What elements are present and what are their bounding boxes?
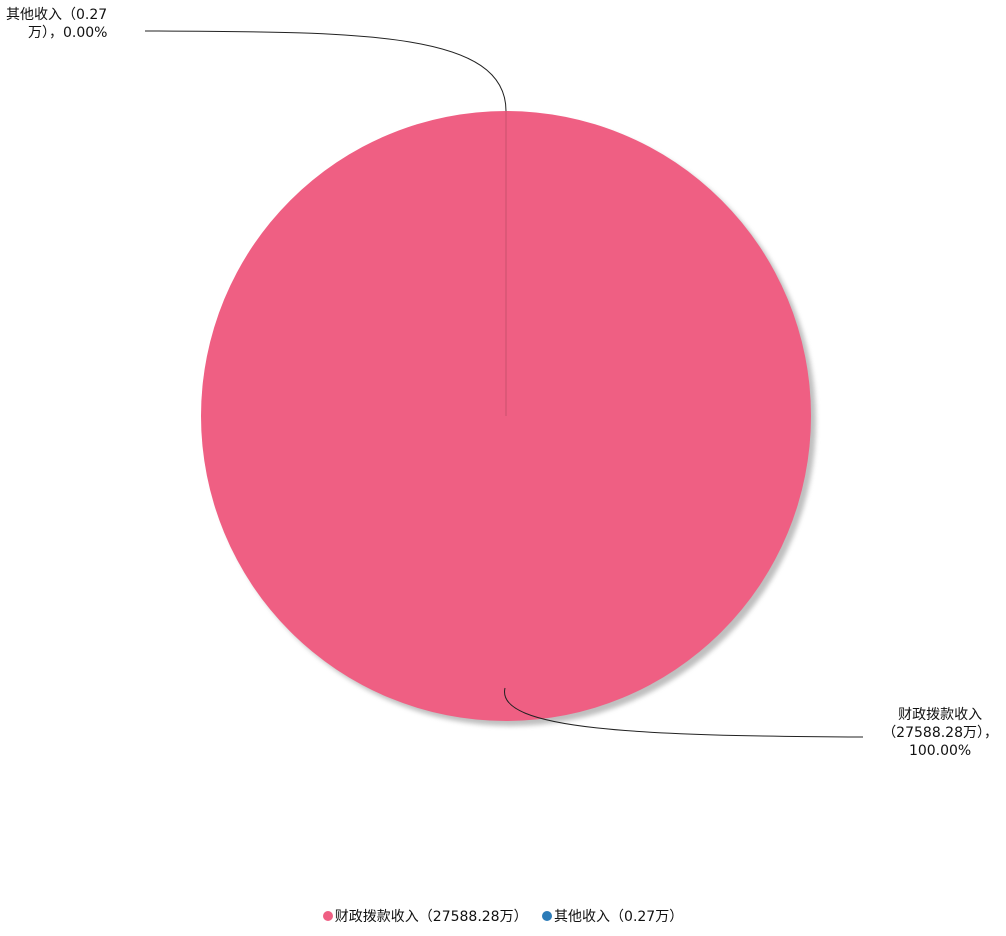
slice-label-other-income-line1: 其他收入（0.27 [6, 7, 107, 23]
legend-item-other-income[interactable]: 其他收入（0.27万） [542, 906, 683, 926]
slice-label-fiscal-line3: 100.00% [882, 742, 998, 760]
slice-label-fiscal-line1: 财政拨款收入 [882, 706, 998, 724]
leader-line-other-income [145, 31, 506, 111]
legend-label-other: 其他收入（0.27万） [554, 906, 683, 926]
legend-marker-other [542, 911, 552, 921]
legend-marker-fiscal [323, 911, 333, 921]
slice-label-fiscal-appropriation: 财政拨款收入 （27588.28万）， 100.00% [882, 706, 998, 760]
slice-label-fiscal-line2: （27588.28万）， [882, 724, 998, 742]
legend: 财政拨款收入（27588.28万） 其他收入（0.27万） [0, 906, 1006, 926]
legend-item-fiscal-appropriation[interactable]: 财政拨款收入（27588.28万） [323, 906, 528, 926]
slice-label-other-income: 其他收入（0.27 万），0.00% [6, 6, 107, 42]
slice-label-other-income-line2: 万），0.00% [6, 24, 107, 42]
legend-label-fiscal: 财政拨款收入（27588.28万） [335, 906, 528, 926]
